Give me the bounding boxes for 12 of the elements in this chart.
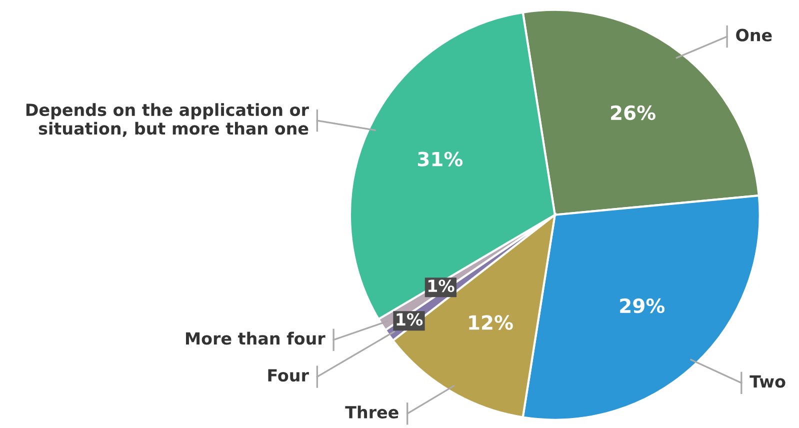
data-label: 12%	[469, 315, 513, 330]
data-label: 29%	[620, 298, 665, 314]
slice-label: One	[736, 28, 772, 42]
data-label: 26%	[611, 105, 656, 120]
slice-label: Two	[750, 375, 786, 388]
slice-label: Four	[268, 369, 309, 382]
data-label: 1%	[428, 280, 454, 292]
data-label: 1%	[396, 313, 423, 326]
data-label: 31%	[418, 152, 463, 166]
slice-label: Three	[345, 406, 398, 418]
slice-label: Depends on the application or situation, but more than one	[26, 103, 309, 137]
legend-label: More than four	[186, 332, 326, 345]
